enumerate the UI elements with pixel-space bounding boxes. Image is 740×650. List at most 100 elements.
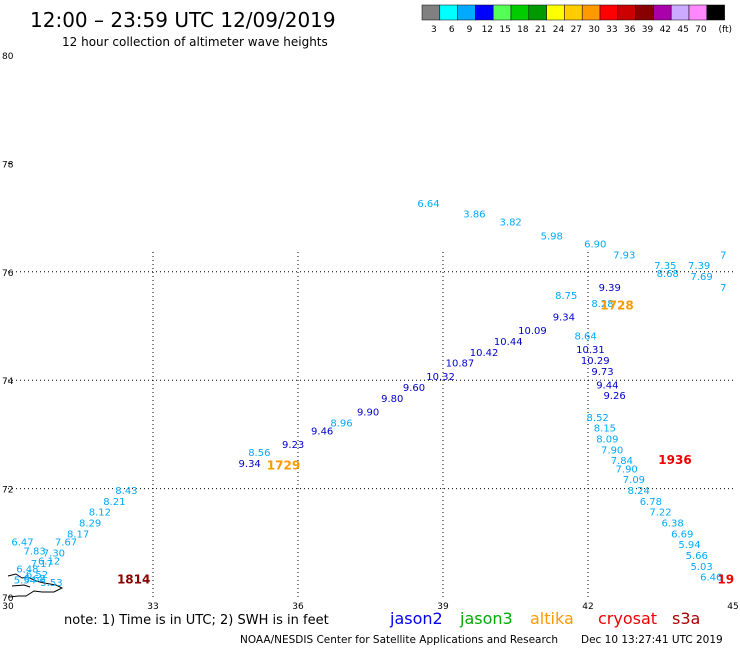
color-swatch-label: 3 bbox=[431, 25, 437, 35]
wave-height-label-jason3: 5.98 bbox=[541, 231, 563, 242]
satellite-legend-altika: altika bbox=[530, 609, 574, 628]
satellite-legend-jason3: jason3 bbox=[459, 609, 513, 628]
wave-height-label-jason3: 8.68 bbox=[657, 269, 679, 280]
wave-height-label-jason3: 8.96 bbox=[330, 418, 352, 429]
color-swatch-label: 70 bbox=[695, 25, 707, 35]
wave-height-label-jason2: 9.34 bbox=[239, 459, 261, 470]
page-title: 12:00 – 23:59 UTC 12/09/2019 bbox=[30, 8, 336, 32]
wave-height-label-jason2: 10.42 bbox=[470, 348, 499, 359]
wave-height-label-jason3: 3.86 bbox=[463, 210, 485, 221]
wave-height-label-jason3: 8.17 bbox=[67, 529, 89, 540]
wave-height-label-jason3: 7.93 bbox=[613, 250, 635, 261]
page-subtitle: 12 hour collection of altimeter wave hei… bbox=[62, 35, 328, 49]
wave-height-label-jason2: 10.87 bbox=[446, 359, 475, 370]
color-swatch bbox=[492, 4, 512, 21]
color-swatch bbox=[546, 4, 565, 21]
wave-height-label-jason3: 8.64 bbox=[574, 332, 596, 343]
wave-height-label-jason3: 6.12 bbox=[38, 556, 60, 567]
wave-height-label-jason3: 8.56 bbox=[248, 448, 270, 459]
wave-height-label-jason3: 8.52 bbox=[587, 413, 609, 424]
wave-height-label-jason3: 7.90 bbox=[601, 445, 623, 456]
y-tick-label: 74 bbox=[2, 377, 14, 387]
wave-height-label-jason2: 10.32 bbox=[426, 372, 455, 383]
wave-height-label-jason2: 9.46 bbox=[311, 426, 333, 437]
color-swatch bbox=[510, 4, 530, 21]
wave-height-label-jason2: 9.34 bbox=[553, 313, 575, 324]
wave-height-label-jason3: 7 bbox=[720, 250, 726, 261]
wave-height-label-jason3: 7.69 bbox=[690, 272, 712, 283]
wave-height-label-jason2: 10.29 bbox=[581, 356, 610, 367]
wave-height-label-jason3: 7.22 bbox=[649, 508, 671, 519]
y-tick-label: 76 bbox=[2, 269, 14, 279]
color-swatch-label: 6 bbox=[449, 25, 455, 35]
wave-height-label-jason3: 8.29 bbox=[79, 519, 101, 530]
wave-height-label-jason2: 10.09 bbox=[518, 326, 547, 337]
generation-timestamp: Dec 10 13:27:41 UTC 2019 bbox=[581, 634, 723, 646]
wave-height-label-jason3: 7.09 bbox=[623, 475, 645, 486]
color-swatch-label: 39 bbox=[642, 25, 654, 35]
wave-height-label-jason3: 7.17 bbox=[31, 559, 53, 570]
satellite-legend-cryosat: cryosat bbox=[598, 609, 657, 628]
wave-height-label-jason3: 6.64 bbox=[417, 199, 439, 210]
color-swatch bbox=[670, 4, 690, 21]
wave-height-label-jason3: 7.39 bbox=[688, 261, 710, 272]
pass-time-label: 1814 bbox=[117, 572, 150, 586]
y-tick-label: 72 bbox=[2, 486, 13, 496]
wave-height-label-jason3: 7.83 bbox=[23, 547, 45, 558]
color-swatch-label: 18 bbox=[517, 25, 529, 35]
y-tick-label: 80 bbox=[2, 52, 14, 62]
y-tick-label: 78 bbox=[2, 160, 14, 170]
wave-height-label-jason3: 6.46 bbox=[700, 573, 722, 584]
wave-height-label-jason3: 7.67 bbox=[55, 538, 77, 549]
y-tick-label: 70 bbox=[2, 594, 14, 604]
color-swatch bbox=[475, 4, 494, 21]
color-swatch bbox=[599, 4, 619, 21]
color-scale-unit: (ft) bbox=[718, 25, 732, 35]
wave-height-label-jason3: 7.84 bbox=[611, 456, 633, 467]
wave-height-label-jason3: 7 bbox=[720, 283, 726, 294]
footnote: note: 1) Time is in UTC; 2) SWH is in fe… bbox=[64, 613, 329, 628]
wave-height-label-jason2: 9.26 bbox=[603, 391, 625, 402]
wave-height-label-jason3: 6.68 bbox=[23, 574, 45, 585]
color-swatch bbox=[581, 4, 601, 21]
color-swatch-label: 9 bbox=[467, 25, 473, 35]
wave-height-label-jason2: 9.90 bbox=[357, 407, 379, 418]
color-swatch-label: 36 bbox=[624, 25, 636, 35]
color-swatch bbox=[421, 4, 441, 21]
wave-height-label-jason3: 8.28 bbox=[591, 299, 613, 310]
color-swatch bbox=[617, 4, 636, 21]
wave-height-label-jason3: 5.66 bbox=[686, 551, 708, 562]
wave-height-label-jason2: 9.60 bbox=[403, 383, 425, 394]
color-swatch bbox=[706, 4, 725, 21]
wave-height-label-jason2: 10.31 bbox=[576, 345, 605, 356]
color-scale-legend: 3 6 9 12 15 18 21 24 27 30 33 36 39 42 45 70 (ft) bbox=[421, 4, 732, 35]
color-swatch bbox=[688, 4, 708, 21]
color-swatch bbox=[439, 4, 458, 21]
wave-height-label-jason3: 6.52 bbox=[26, 570, 48, 581]
pass-time-label: 1936 bbox=[658, 453, 691, 467]
wave-height-label-jason2: 9.80 bbox=[381, 394, 403, 405]
x-tick-label: 45 bbox=[727, 602, 738, 612]
x-tick-label: 42 bbox=[582, 602, 593, 612]
color-swatch-label: 27 bbox=[571, 25, 582, 35]
wave-height-label-jason3: 5.94 bbox=[678, 540, 700, 551]
satellite-legend-jason2: jason2 bbox=[389, 609, 443, 628]
grid-lines bbox=[8, 162, 733, 597]
wave-height-label-jason3: 5.54 bbox=[14, 575, 36, 586]
wave-height-label-jason3: 6.38 bbox=[661, 519, 683, 530]
wave-height-label-jason2: 9.39 bbox=[599, 283, 621, 294]
satellite-legend: jason2 jason3 altika cryosat s3a bbox=[389, 609, 700, 628]
wave-height-label-jason2: 10.44 bbox=[494, 337, 523, 348]
x-tick-label: 30 bbox=[2, 602, 14, 612]
wave-height-label-jason3: 5.03 bbox=[690, 562, 712, 573]
color-swatch bbox=[457, 4, 476, 21]
coastline bbox=[7, 573, 64, 598]
x-tick-label: 36 bbox=[292, 602, 304, 612]
wave-height-label-jason2: 9.73 bbox=[591, 367, 613, 378]
wave-height-label-jason3: 6.69 bbox=[671, 529, 693, 540]
wave-height-label-jason3: 3.82 bbox=[500, 218, 522, 229]
pass-time-label: 1729 bbox=[267, 459, 300, 473]
wave-height-label-jason3: 8.43 bbox=[115, 486, 137, 497]
wave-height-label-jason3: 8.09 bbox=[596, 435, 618, 446]
color-swatch-label: 45 bbox=[677, 25, 688, 35]
